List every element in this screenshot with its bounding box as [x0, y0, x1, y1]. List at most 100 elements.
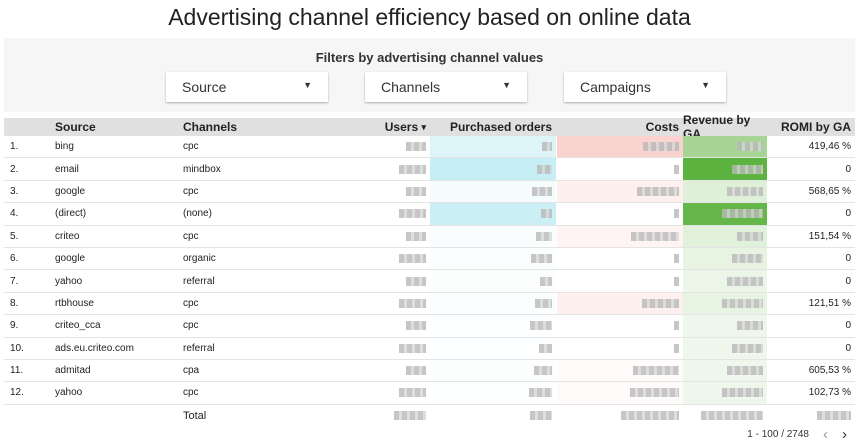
costs-cell — [557, 315, 683, 337]
blurred-value — [399, 388, 426, 398]
users-cell — [334, 136, 430, 157]
romi-cell: 0 — [845, 275, 851, 287]
header-source[interactable]: Source — [55, 120, 96, 134]
table-row[interactable]: 9. criteo_cca cpc 0 — [4, 315, 855, 338]
header-users[interactable]: Users ▾ — [334, 118, 430, 136]
row-number: 5. — [10, 230, 19, 242]
source-cell: rtbhouse — [55, 297, 94, 309]
header-costs[interactable]: Costs — [645, 120, 679, 134]
orders-cell — [430, 225, 556, 247]
channel-cell: cpc — [183, 141, 199, 153]
table-row[interactable]: 10. ads.eu.criteo.com referral 0 — [4, 337, 855, 360]
blurred-value — [542, 142, 552, 152]
header-revenue[interactable]: Revenue by GA — [683, 113, 751, 141]
blurred-value — [539, 343, 552, 353]
users-cell — [334, 270, 430, 291]
source-cell: google — [55, 185, 86, 197]
blurred-value — [394, 411, 426, 421]
next-page-icon[interactable]: › — [842, 426, 847, 443]
source-cell: (direct) — [55, 208, 87, 220]
page-title: Advertising channel efficiency based on … — [168, 4, 691, 30]
table-row[interactable]: 6. google organic 0 — [4, 247, 855, 271]
revenue-cell — [683, 359, 767, 382]
blurred-value — [621, 411, 679, 421]
source-cell: admitad — [55, 365, 91, 377]
blurred-value — [732, 164, 763, 174]
blurred-value — [674, 343, 679, 353]
sort-desc-icon: ▾ — [421, 121, 426, 132]
row-number: 2. — [10, 163, 19, 175]
channel-cell: mindbox — [183, 163, 221, 175]
users-cell — [334, 248, 430, 269]
row-number: 10. — [10, 342, 24, 354]
table-row[interactable]: 2. email mindbox 0 — [4, 158, 855, 181]
source-cell: ads.eu.criteo.com — [55, 342, 134, 354]
blurred-value — [732, 254, 763, 264]
blurred-value — [737, 231, 763, 241]
table-row[interactable]: 1. bing cpc 419,46 % — [4, 136, 855, 159]
header-orders[interactable]: Purchased orders — [449, 120, 552, 134]
blurred-value — [406, 142, 426, 152]
users-cell — [334, 226, 430, 247]
blurred-value — [532, 186, 552, 196]
header-romi[interactable]: ROMI by GA — [780, 120, 851, 134]
prev-page-icon[interactable]: ‹ — [823, 426, 828, 443]
romi-cell: 0 — [845, 208, 851, 220]
table-row[interactable]: 4. (direct) (none) 0 — [4, 203, 855, 226]
blurred-value — [531, 254, 552, 264]
channel-cell: cpc — [183, 320, 199, 332]
costs-cell — [557, 180, 683, 203]
revenue-cell — [683, 136, 767, 158]
blurred-value — [817, 411, 851, 421]
blurred-value — [737, 142, 763, 152]
romi-cell: 121,51 % — [808, 297, 851, 309]
blurred-value — [727, 276, 763, 286]
blurred-value — [406, 366, 426, 376]
blurred-value — [633, 366, 679, 376]
romi-cell: 0 — [845, 253, 851, 265]
blurred-value — [530, 321, 552, 331]
revenue-cell — [683, 247, 767, 270]
blurred-value — [674, 164, 679, 174]
dropdown-label: Channels — [381, 79, 441, 95]
romi-cell: 0 — [845, 342, 851, 354]
data-table: Source Channels Users ▾ Purchased orders… — [4, 113, 855, 427]
blurred-value — [399, 298, 426, 308]
blurred-value — [674, 254, 679, 264]
campaigns-dropdown[interactable]: Campaigns ▼ — [564, 72, 726, 102]
table-row[interactable]: 3. google cpc 568,65 % — [4, 180, 855, 204]
costs-cell — [557, 203, 683, 225]
header-channels[interactable]: Channels — [183, 120, 238, 134]
channel-cell: organic — [183, 253, 216, 265]
source-dropdown[interactable]: Source ▼ — [166, 72, 328, 102]
table-row[interactable]: 12. yahoo cpc 102,73 % — [4, 382, 855, 405]
orders-cell — [430, 292, 556, 315]
channel-cell: cpa — [183, 365, 200, 377]
costs-cell — [557, 270, 683, 292]
channel-cell: (none) — [183, 208, 212, 220]
blurred-value — [399, 343, 426, 353]
costs-cell — [557, 225, 683, 247]
orders-cell — [430, 180, 556, 203]
orders-cell — [430, 359, 556, 382]
blurred-value — [674, 209, 679, 219]
channel-cell: referral — [183, 342, 215, 354]
orders-cell — [430, 270, 556, 292]
orders-cell — [430, 315, 556, 337]
revenue-cell — [683, 315, 767, 337]
blurred-value — [541, 209, 552, 219]
channels-dropdown[interactable]: Channels ▼ — [365, 72, 527, 102]
blurred-value — [406, 321, 426, 331]
table-row[interactable]: 7. yahoo referral 0 — [4, 270, 855, 293]
table-row[interactable]: 11. admitad cpa 605,53 % — [4, 359, 855, 383]
row-number: 3. — [10, 185, 19, 197]
blurred-value — [630, 388, 679, 398]
source-cell: yahoo — [55, 387, 83, 399]
table-row[interactable]: 5. criteo cpc 151,54 % — [4, 225, 855, 248]
row-number: 11. — [10, 365, 24, 377]
users-cell — [334, 158, 430, 179]
blurred-value — [529, 388, 552, 398]
users-cell — [334, 382, 430, 403]
source-cell: criteo — [55, 230, 80, 242]
table-row[interactable]: 8. rtbhouse cpc 121,51 % — [4, 292, 855, 316]
